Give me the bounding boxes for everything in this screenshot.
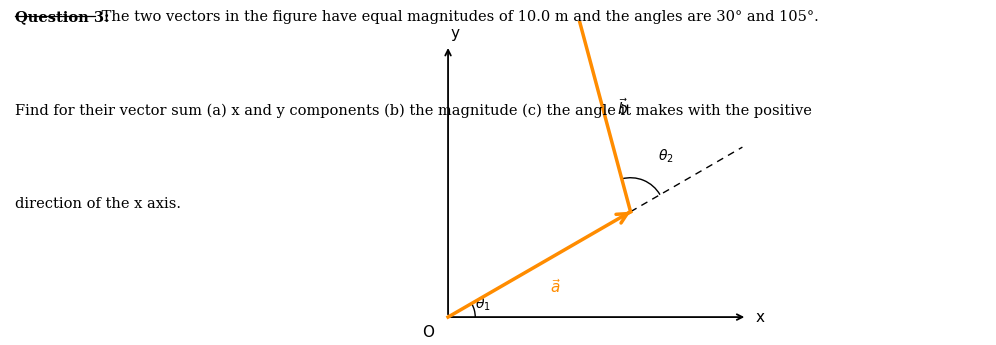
Text: direction of the x axis.: direction of the x axis.: [15, 197, 181, 211]
Text: O: O: [422, 325, 434, 340]
Text: Question 3:: Question 3:: [15, 10, 110, 24]
Text: $\vec{a}$: $\vec{a}$: [550, 278, 562, 296]
Text: y: y: [450, 26, 459, 41]
Text: x: x: [755, 309, 764, 325]
Text: Find for their vector sum (a) x and y components (b) the magnitude (c) the angle: Find for their vector sum (a) x and y co…: [15, 104, 812, 118]
Text: $\theta_1$: $\theta_1$: [475, 296, 491, 313]
Text: $\theta_2$: $\theta_2$: [657, 148, 673, 165]
Text: $\vec{b}$: $\vec{b}$: [617, 97, 628, 118]
Text: The two vectors in the figure have equal magnitudes of 10.0 m and the angles are: The two vectors in the figure have equal…: [97, 10, 819, 24]
